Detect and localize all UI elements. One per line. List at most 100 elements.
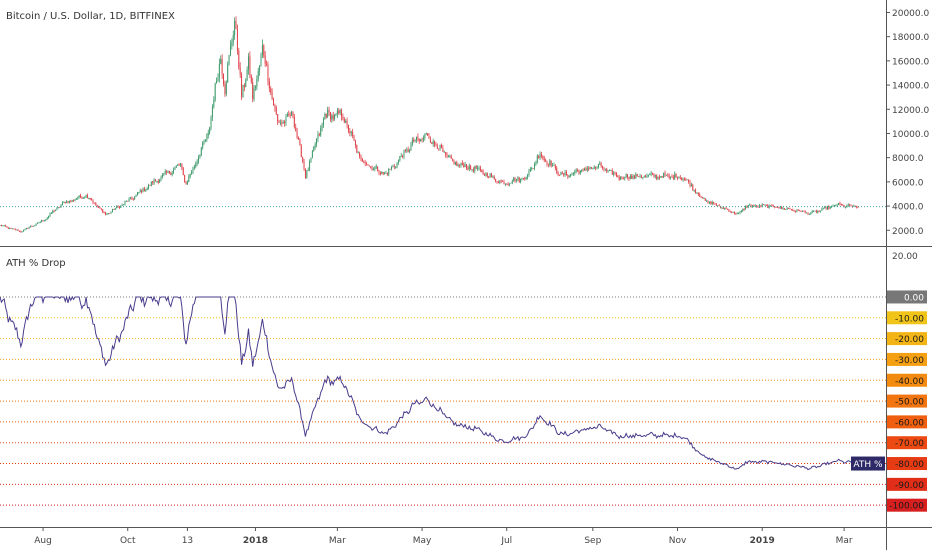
candle-body	[36, 222, 38, 224]
candle-body	[820, 210, 822, 212]
candle-body	[579, 171, 581, 174]
candle-body	[0, 225, 1, 226]
candle-body	[159, 180, 161, 183]
candle-body	[5, 225, 7, 227]
candle-body	[425, 133, 427, 135]
candle-body	[352, 131, 354, 136]
candle-body	[107, 213, 109, 214]
time-tick-label: Sep	[584, 536, 601, 546]
candle-body	[439, 144, 441, 149]
candle-body	[574, 171, 576, 173]
candle-body	[463, 164, 465, 167]
candle-body	[424, 134, 426, 138]
candle-body	[652, 172, 654, 174]
candle-body	[826, 206, 828, 210]
candle-body	[145, 189, 147, 192]
candle-body	[556, 167, 558, 174]
candle-body	[478, 167, 480, 169]
candle-body	[96, 205, 98, 207]
level-badge	[887, 290, 927, 304]
candle-body	[341, 110, 343, 117]
candle-body	[564, 171, 566, 175]
candle-body	[14, 228, 16, 230]
candle-body	[568, 175, 570, 177]
time-scale[interactable]: Aug Oct 13 2018 Mar May Jul Sep Nov 2019 Mar	[0, 527, 932, 546]
candle-body	[166, 171, 168, 173]
candle-body	[524, 178, 526, 179]
candle-body	[49, 213, 51, 217]
candle-body	[284, 121, 286, 124]
candle-body	[500, 180, 502, 182]
candle-body	[507, 183, 509, 185]
candle-body	[86, 195, 88, 199]
level-badge	[887, 394, 927, 408]
price-scale[interactable]: 2000.0 4000.0 6000.0 8000.0 10000.0 12000.0 14…	[851, 9, 929, 512]
candle-body	[377, 166, 379, 171]
candle-body	[640, 175, 642, 178]
candle-body	[263, 45, 265, 56]
candle-body	[63, 201, 65, 203]
candle-body	[742, 208, 744, 211]
candle-body	[275, 107, 277, 115]
candle-body	[664, 172, 666, 176]
candle-body	[31, 226, 33, 228]
level-badge-label: -100.00	[889, 502, 924, 512]
candle-body	[234, 20, 236, 36]
candle-body	[678, 177, 680, 179]
candle-body	[57, 207, 59, 208]
candle-body	[277, 114, 279, 122]
candle-body	[642, 177, 644, 179]
candle-body	[790, 209, 792, 211]
candle-body	[542, 156, 544, 158]
candle-body	[432, 141, 434, 145]
candle-body	[726, 208, 728, 210]
candle-body	[318, 134, 320, 136]
candle-body	[693, 189, 695, 191]
candle-body	[384, 173, 386, 174]
candle-body	[499, 180, 501, 183]
candle-body	[801, 210, 803, 212]
candle-body	[310, 157, 312, 162]
candle-body	[817, 211, 819, 213]
candle-body	[399, 156, 401, 161]
candle-body	[781, 206, 783, 209]
candle-body	[472, 169, 474, 171]
candle-body	[198, 157, 200, 162]
candle-body	[388, 169, 390, 175]
candle-body	[525, 177, 527, 179]
candle-body	[111, 209, 113, 212]
candle-body	[832, 205, 834, 207]
candle-body	[364, 162, 366, 164]
candle-body	[475, 166, 477, 169]
candle-body	[856, 206, 858, 208]
candle-body	[789, 208, 791, 210]
candle-body	[347, 124, 349, 132]
candle-body	[833, 205, 835, 207]
candle-body	[209, 127, 211, 134]
candle-body	[259, 65, 261, 71]
candle-body	[753, 205, 755, 207]
candle-body	[354, 140, 356, 146]
candle-body	[454, 162, 456, 165]
candle-body	[839, 202, 841, 205]
candle-body	[502, 180, 504, 182]
candle-body	[836, 204, 838, 206]
candle-body	[553, 164, 555, 166]
candle-body	[302, 157, 304, 162]
candle-body	[728, 209, 730, 212]
candle-body	[608, 170, 610, 172]
level-badge-label: -50.00	[895, 398, 924, 408]
candle-body	[114, 207, 116, 210]
candle-body	[210, 117, 212, 128]
candle-body	[532, 168, 534, 169]
candle-body	[124, 201, 126, 205]
candle-body	[588, 168, 590, 170]
level-badge	[887, 457, 927, 471]
candle-body	[772, 205, 774, 207]
time-tick-label: Mar	[836, 536, 853, 546]
candle-body	[679, 177, 681, 179]
candle-body	[581, 169, 583, 172]
candle-body	[420, 139, 422, 142]
candle-body	[313, 146, 315, 151]
candle-body	[11, 228, 13, 230]
